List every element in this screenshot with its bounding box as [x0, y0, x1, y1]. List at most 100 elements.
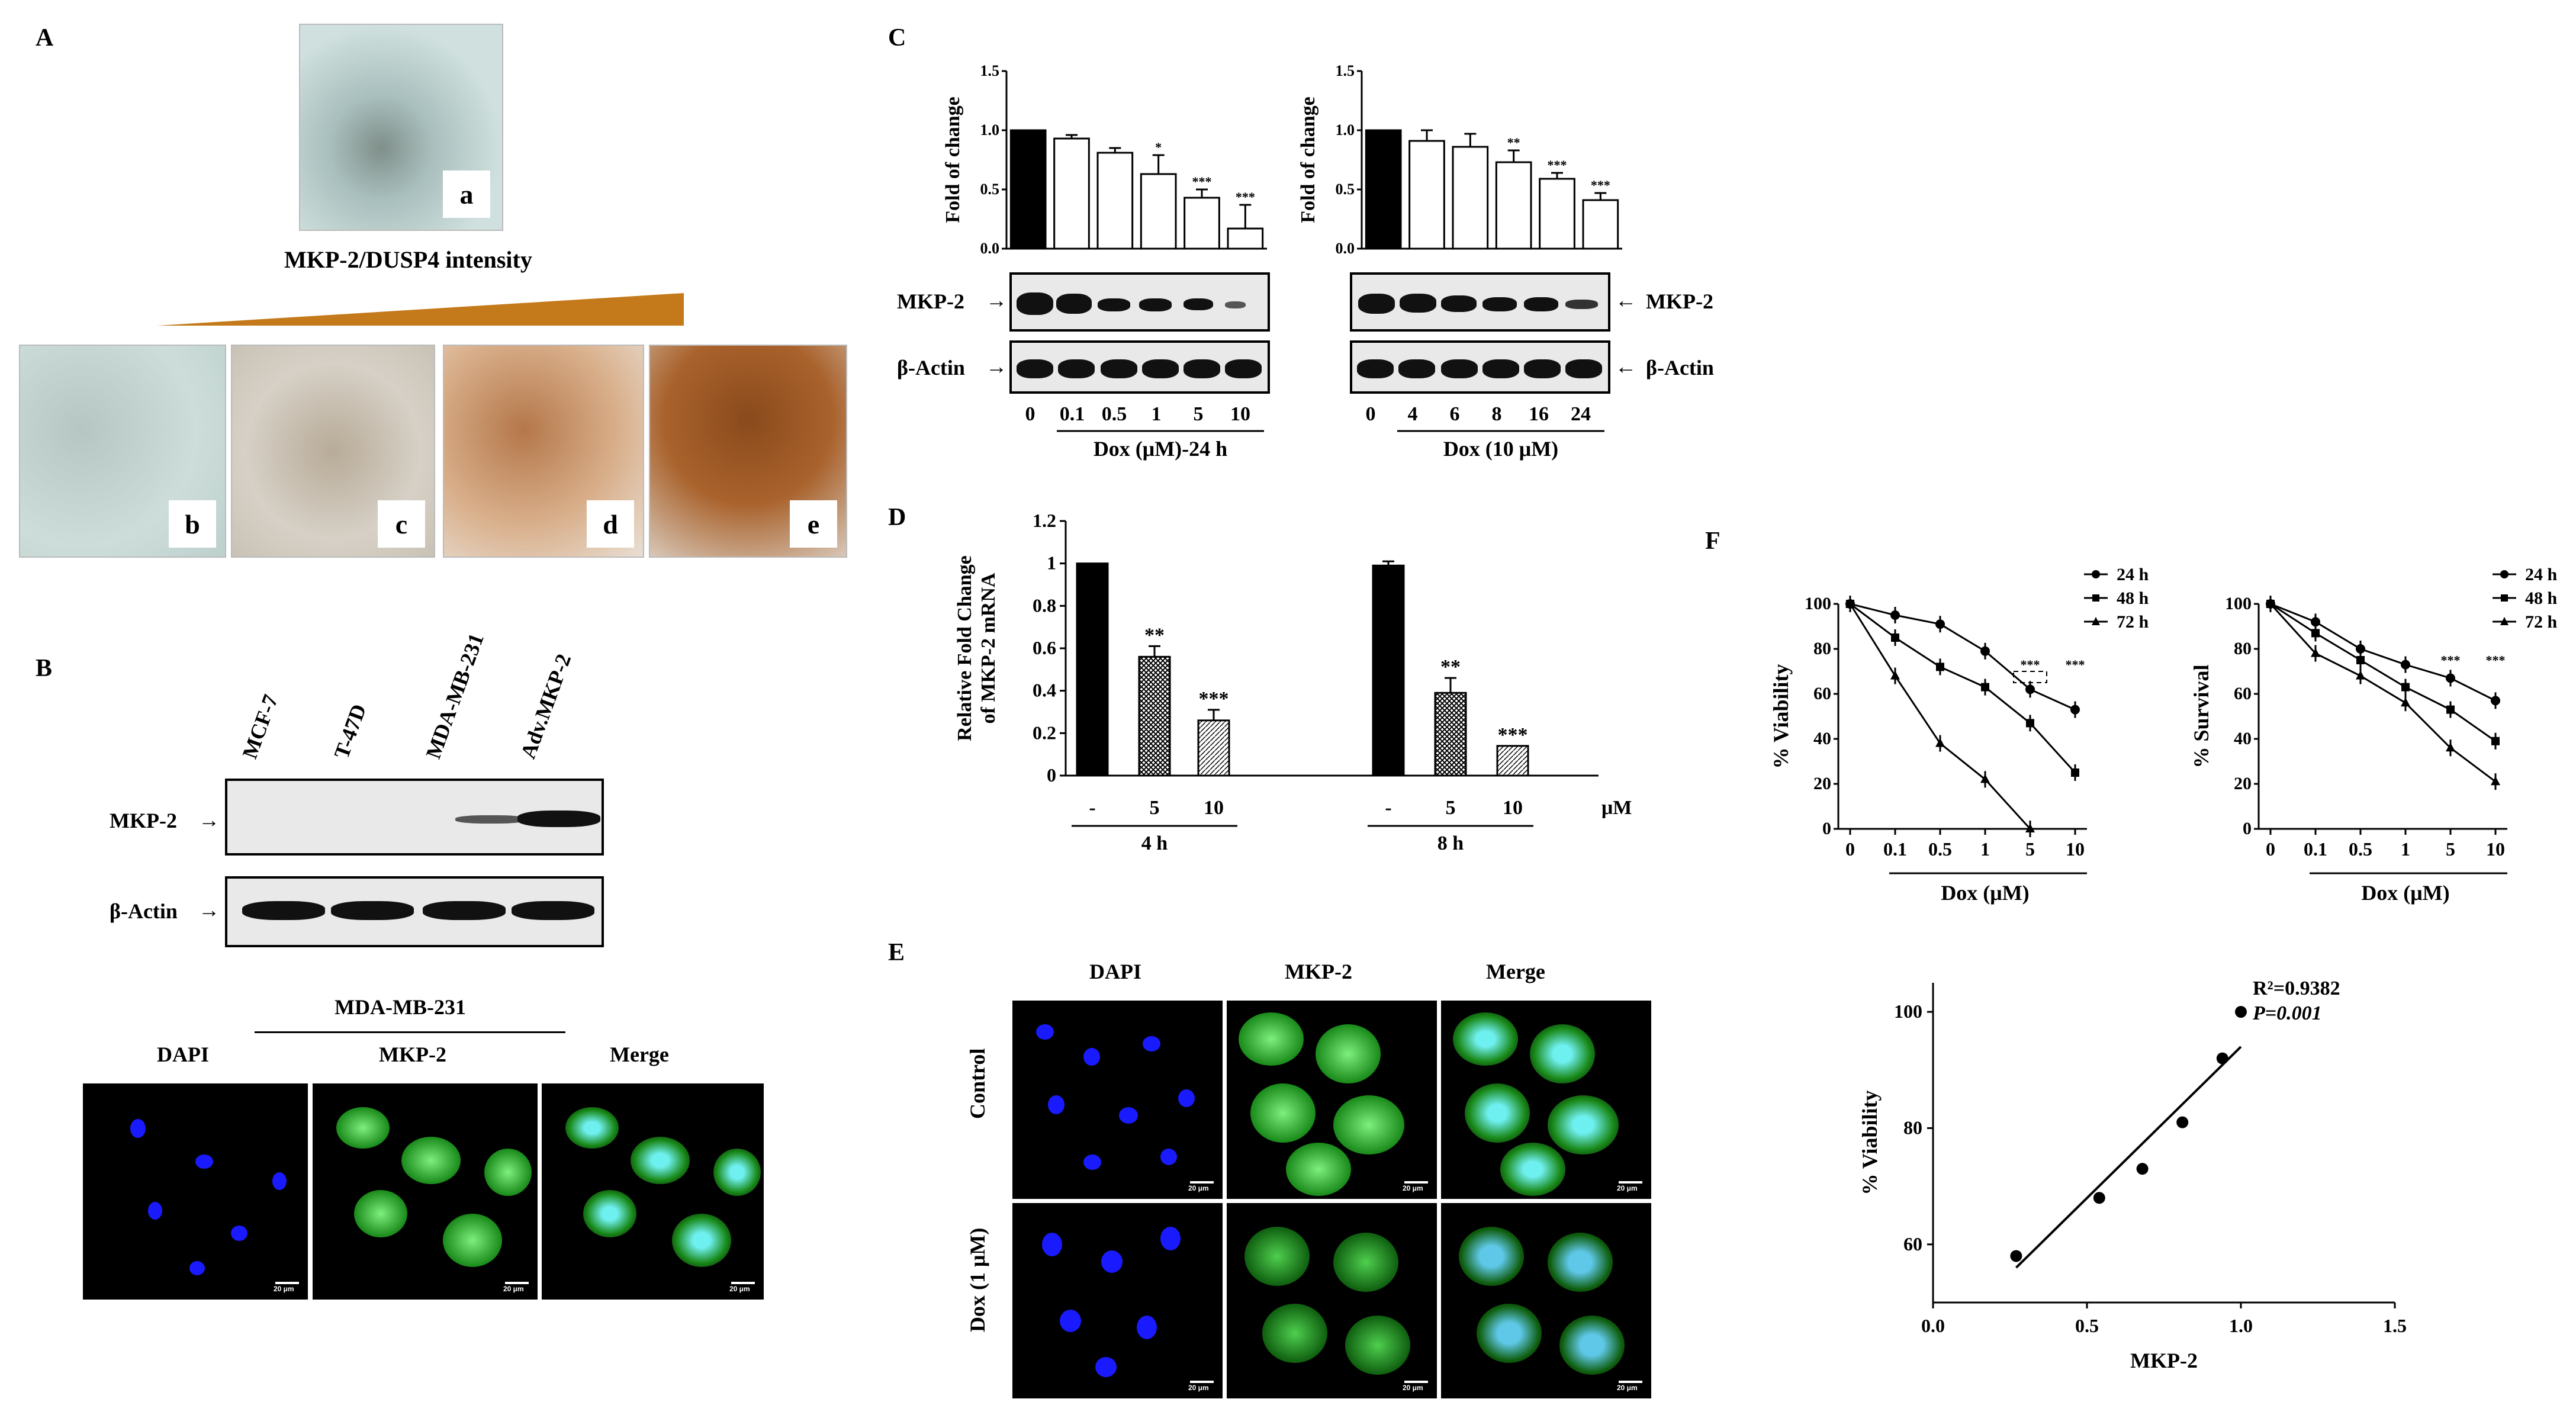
group-label: 8 h	[1437, 832, 1464, 854]
panel-label-b: B	[36, 655, 53, 682]
legend-label: 48 h	[2525, 588, 2558, 608]
ihc-image-e: e	[649, 345, 847, 558]
y-tick-label: 0.4	[1033, 680, 1056, 701]
y-tick-label: 40	[1813, 729, 1831, 748]
arrow-icon: →	[198, 898, 220, 922]
y-tick-label: 60	[2234, 684, 2252, 703]
x-tick-label: 0.0	[1921, 1315, 1945, 1336]
lane-label: 6	[1450, 403, 1460, 425]
sig-label: ***	[1591, 178, 1610, 192]
y-tick-label: 0.6	[1033, 637, 1056, 658]
y-tick-label: 60	[1813, 684, 1831, 703]
scale-label: 20 μm	[274, 1285, 294, 1293]
y-tick-label: 0	[1822, 819, 1831, 838]
sig-label: ***	[2021, 657, 2040, 672]
y-axis-title: % Viability	[1769, 664, 1793, 768]
sig-label: **	[1507, 135, 1520, 150]
bar	[1539, 178, 1575, 250]
chart-d: 0 0.2 0.4 0.6 0.8 1 1.2 Relative Fold Change of …	[954, 510, 1632, 854]
y-tick-label: 100	[2225, 594, 2252, 613]
y-axis-title: Fold of change	[942, 97, 964, 223]
y-tick-label: 0.5	[1336, 181, 1355, 198]
scale-label: 20 μm	[1617, 1184, 1638, 1192]
blot-c-actin-label-right: β-Actin	[1646, 356, 1714, 380]
if-e-dox-merge: 20 μm	[1441, 1203, 1651, 1398]
bar	[1496, 745, 1529, 777]
series-line-72h	[2269, 603, 2496, 783]
bar	[1365, 129, 1402, 250]
x-tick-label: 0.5	[2075, 1315, 2099, 1336]
y-tick-label: 80	[1903, 1117, 1922, 1138]
data-point	[2216, 1052, 2228, 1065]
blot-c-actin-label-left: β-Actin	[897, 356, 965, 380]
bar	[1096, 152, 1134, 250]
ihc-image-d: d	[443, 345, 644, 558]
x-axis-title: Dox (10 μM)	[1443, 437, 1558, 461]
r2-label: R²=0.9382	[2253, 977, 2340, 999]
cell-line-label-t47d: T-47D	[329, 700, 371, 762]
sig-label: ***	[1236, 189, 1255, 204]
band	[331, 901, 414, 920]
x-tick-label: -	[1089, 797, 1095, 819]
ihc-tag-e: e	[790, 500, 837, 548]
sig-label: ***	[2441, 652, 2461, 667]
if-e-row-control: Control	[966, 1048, 989, 1119]
x-tick-label: 10	[2486, 838, 2505, 860]
if-b-merge: 20 μm	[542, 1083, 764, 1300]
group-line	[255, 1031, 565, 1033]
cell-line-label-advmkp2: Adv.MKP-2	[516, 651, 576, 762]
y-tick-label: 1.0	[980, 121, 1000, 139]
lane-label: 4	[1408, 403, 1418, 425]
bar	[1009, 129, 1047, 250]
if-e-dox-dapi: 20 μm	[1012, 1203, 1223, 1398]
series-line-48h	[2270, 603, 2496, 742]
sig-label: ***	[1192, 174, 1212, 189]
if-b-mkp2: 20 μm	[313, 1083, 538, 1300]
bar	[1227, 227, 1264, 250]
bar	[1408, 140, 1445, 250]
panel-label-e: E	[888, 939, 905, 966]
x-tick-label: 10	[1204, 797, 1224, 819]
y-tick-label: 0.0	[980, 240, 1000, 257]
lane-label: 10	[1230, 403, 1250, 425]
x-tick-label: 5	[2446, 838, 2455, 860]
y-tick-label: 1.2	[1033, 510, 1056, 531]
y-tick-label: 20	[2234, 774, 2252, 793]
x-axis-title: MKP-2	[2130, 1349, 2198, 1372]
if-e-control-merge: 20 μm	[1441, 1001, 1651, 1199]
sig-label: **	[1144, 624, 1165, 646]
band	[512, 901, 594, 920]
bar	[1582, 199, 1619, 250]
y-tick-label: 0.5	[980, 181, 1000, 198]
x-tick-label: 5	[2025, 838, 2035, 860]
x-tick-label: 1	[2401, 838, 2410, 860]
ihc-image-a: a	[299, 24, 503, 231]
ihc-tag-d: d	[587, 500, 634, 548]
if-b-merge-label: Merge	[610, 1043, 669, 1066]
lane-label: 16	[1529, 403, 1549, 425]
bar	[1197, 719, 1230, 777]
chart-f-right: 0 20 40 60 80 100 % Survival 0 0.1 0.5 1 5 10 Dox (μM…	[2189, 565, 2558, 905]
y-tick-label: 1.0	[1336, 121, 1355, 139]
scale-label: 20 μm	[1403, 1184, 1423, 1192]
blot-b-actin	[225, 876, 604, 947]
blot-b-mkp2	[225, 779, 604, 856]
x-tick-label: 5	[1150, 797, 1160, 819]
legend-label: 48 h	[2117, 588, 2149, 608]
data-point	[2010, 1250, 2022, 1262]
lane-label: 8	[1492, 403, 1502, 425]
legend-label: 72 h	[2525, 612, 2558, 632]
x-tick-label: 0.1	[2304, 838, 2327, 860]
bar	[1184, 197, 1220, 250]
sig-label: *	[1155, 140, 1162, 155]
x-tick-label: 0.5	[2349, 838, 2372, 860]
x-tick-label: 5	[1446, 797, 1456, 819]
y-tick-label: 1	[1047, 552, 1056, 574]
y-tick-label: 0	[2243, 819, 2252, 838]
if-e-control-dapi: 20 μm	[1012, 1001, 1223, 1199]
if-e-dapi-label: DAPI	[1089, 960, 1141, 983]
cell-line-label-mcf7: MCF-7	[237, 691, 283, 762]
